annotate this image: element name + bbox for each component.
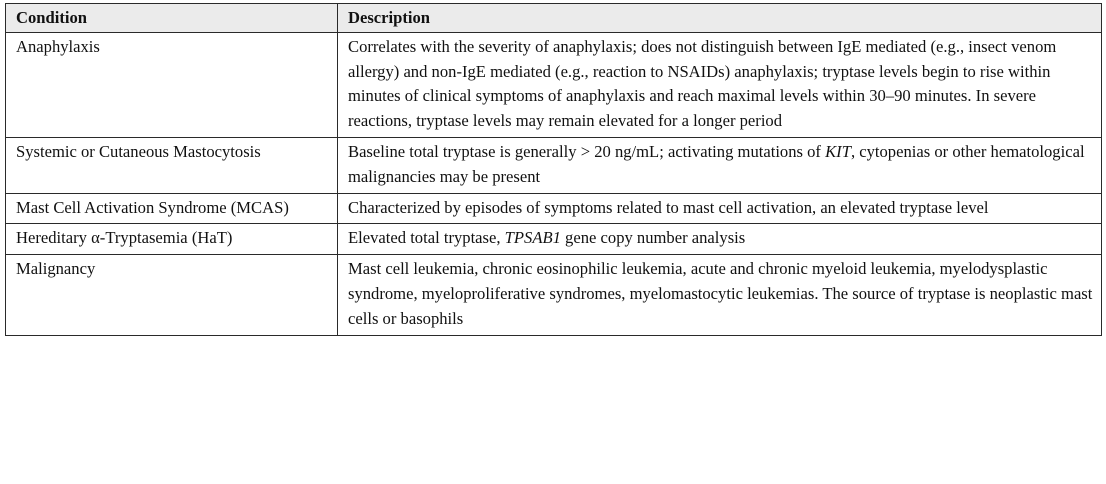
table-row: Mast Cell Activation Syndrome (MCAS) Cha… xyxy=(5,192,1102,225)
header-row: Condition Description xyxy=(5,3,1102,33)
table-row: Hereditary α-Tryptasemia (HaT) Elevated … xyxy=(5,223,1102,256)
description-cell: Baseline total tryptase is generally > 2… xyxy=(337,136,1102,194)
gene-name: TPSAB1 xyxy=(504,228,561,248)
description-text: Correlates with the severity of anaphyla… xyxy=(348,36,1057,131)
condition-cell: Systemic or Cutaneous Mastocytosis xyxy=(5,136,338,194)
tryptase-conditions-table: Condition Description Anaphylaxis Correl… xyxy=(5,3,1102,336)
table-body: Anaphylaxis Correlates with the severity… xyxy=(5,31,1102,336)
condition-cell: Hereditary α-Tryptasemia (HaT) xyxy=(5,223,338,256)
condition-cell: Mast Cell Activation Syndrome (MCAS) xyxy=(5,192,338,225)
description-cell: Characterized by episodes of symptoms re… xyxy=(337,192,1102,225)
header-description: Description xyxy=(337,3,1102,33)
description-cell: Mast cell leukemia, chronic eosinophilic… xyxy=(337,254,1102,336)
description-text: Elevated total tryptase, xyxy=(348,228,505,248)
table-row: Systemic or Cutaneous Mastocytosis Basel… xyxy=(5,136,1102,194)
condition-cell: Malignancy xyxy=(5,254,338,336)
description-text: Mast cell leukemia, chronic eosinophilic… xyxy=(348,259,1093,328)
description-text: gene copy number analysis xyxy=(560,228,746,248)
gene-name: KIT xyxy=(825,141,851,161)
table-header: Condition Description xyxy=(5,3,1102,33)
condition-cell: Anaphylaxis xyxy=(5,31,338,138)
description-text: Characterized by episodes of symptoms re… xyxy=(348,197,989,217)
description-cell: Elevated total tryptase, TPSAB1 gene cop… xyxy=(337,223,1102,256)
description-cell: Correlates with the severity of anaphyla… xyxy=(337,31,1102,138)
table-row: Malignancy Mast cell leukemia, chronic e… xyxy=(5,254,1102,336)
table-row: Anaphylaxis Correlates with the severity… xyxy=(5,31,1102,138)
description-text: Baseline total tryptase is generally > 2… xyxy=(348,141,826,161)
description-text: , cytopenias or other hematological mali… xyxy=(348,141,1085,186)
header-condition: Condition xyxy=(5,3,338,33)
